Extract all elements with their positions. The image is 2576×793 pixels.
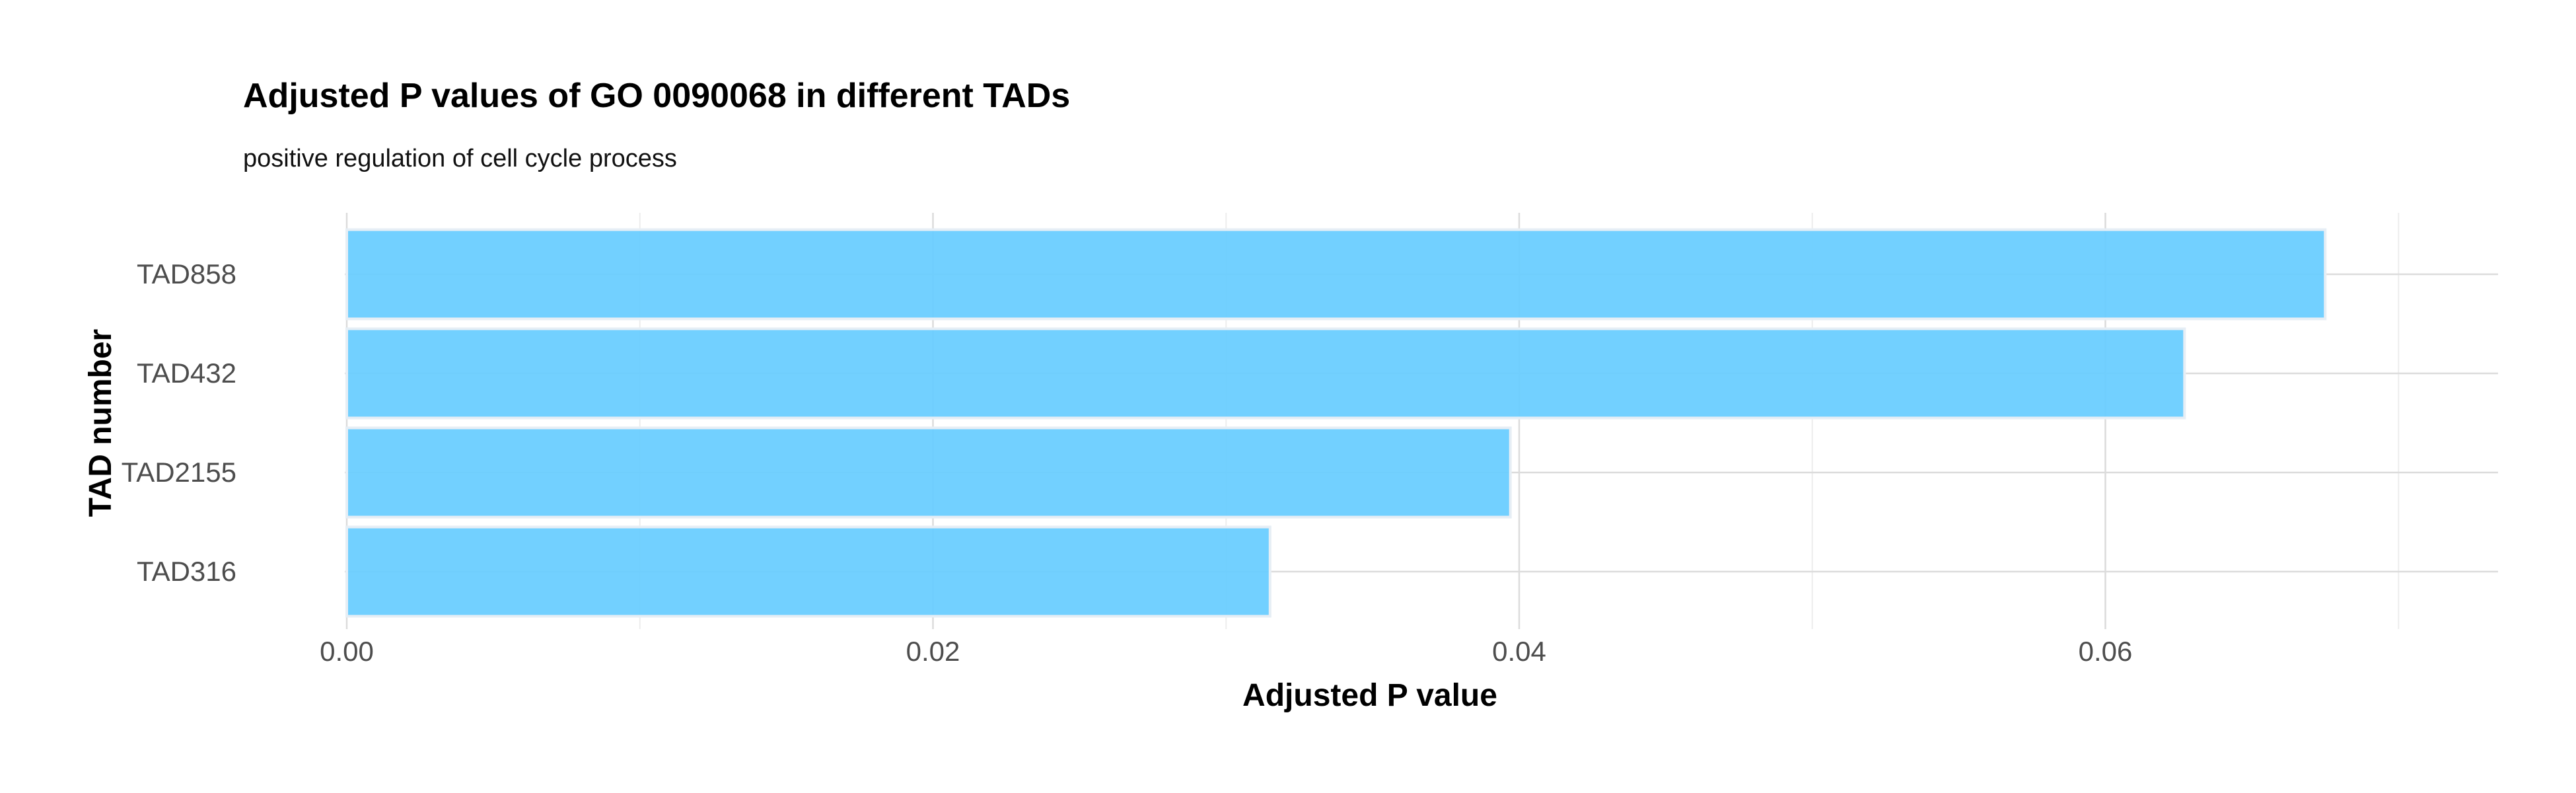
chart-title: Adjusted P values of GO 0090068 in diffe… [243,77,1070,115]
y-tick-label: TAD316 [137,556,236,587]
y-tick-label: TAD432 [137,358,236,389]
y-tick-label: TAD2155 [122,457,236,488]
x-tick-label: 0.04 [1492,636,1546,667]
y-axis-title: TAD number [83,329,118,517]
x-axis-title: Adjusted P value [1242,678,1497,713]
x-tick-label: 0.06 [2079,636,2133,667]
x-axis-ticks: 0.00 0.02 0.04 0.06 [320,636,2132,667]
bar-tad2155 [345,426,1512,519]
y-tick-label: TAD858 [137,258,236,289]
bars [345,228,2327,618]
bar-tad858 [345,228,2327,321]
bar-tad316 [345,525,1271,618]
x-tick-label: 0.02 [906,636,960,667]
y-axis-ticks: TAD858 TAD432 TAD2155 TAD316 [122,258,236,587]
x-tick-label: 0.00 [320,636,374,667]
bar-tad432 [345,327,2186,420]
chart-subtitle: positive regulation of cell cycle proces… [243,145,677,172]
